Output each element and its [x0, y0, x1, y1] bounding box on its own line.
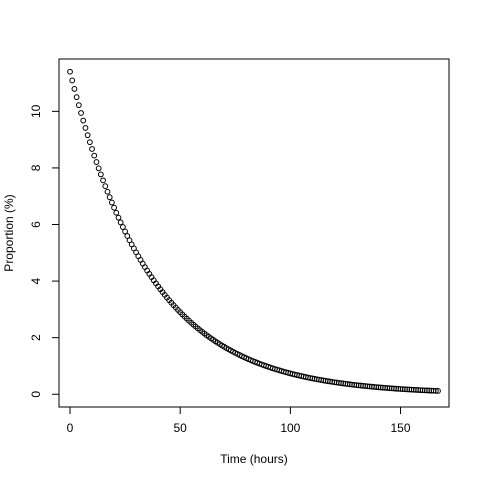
- x-axis: 0 50 100 150: [67, 406, 411, 435]
- plot-frame: [58, 58, 450, 408]
- data-point: [106, 194, 113, 201]
- x-tick-label: 0: [67, 421, 74, 435]
- y-tick-label: 6: [29, 221, 43, 228]
- data-point: [86, 139, 93, 146]
- x-axis-title: Time (hours): [220, 452, 288, 466]
- x-tick-label: 150: [391, 421, 411, 435]
- data-point: [102, 183, 109, 190]
- data-point: [69, 77, 76, 84]
- data-point: [73, 94, 80, 101]
- data-point: [91, 152, 98, 159]
- data-point: [71, 86, 78, 92]
- data-point: [84, 132, 91, 139]
- y-tick-label: 2: [29, 334, 43, 341]
- data-point: [108, 199, 115, 206]
- y-axis-title: Proportion (%): [2, 194, 16, 271]
- data-point: [93, 159, 100, 165]
- data-point: [111, 204, 117, 211]
- data-point: [75, 102, 82, 109]
- data-point: [97, 171, 104, 178]
- data-point: [95, 165, 102, 172]
- y-tick-label: 4: [29, 277, 43, 284]
- data-point: [115, 214, 122, 221]
- x-tick-label: 50: [174, 421, 188, 435]
- y-tick-label: 0: [29, 391, 43, 398]
- data-point: [435, 388, 441, 394]
- x-tick-label: 100: [280, 421, 300, 435]
- data-point: [122, 228, 129, 235]
- data-point: [104, 188, 111, 195]
- data-point: [89, 146, 95, 152]
- data-point: [82, 125, 89, 131]
- data-point: [113, 209, 120, 216]
- data-point: [100, 177, 106, 184]
- data-point: [119, 224, 126, 230]
- data-point: [117, 219, 124, 226]
- y-tick-label: 10: [29, 104, 43, 118]
- y-axis: 0 2 4 6 8 10: [29, 104, 60, 398]
- data-point: [78, 110, 84, 116]
- data-point: [432, 387, 439, 394]
- data-point: [80, 117, 87, 124]
- data-points: [67, 68, 441, 394]
- y-tick-label: 8: [29, 164, 43, 171]
- data-point: [67, 68, 73, 75]
